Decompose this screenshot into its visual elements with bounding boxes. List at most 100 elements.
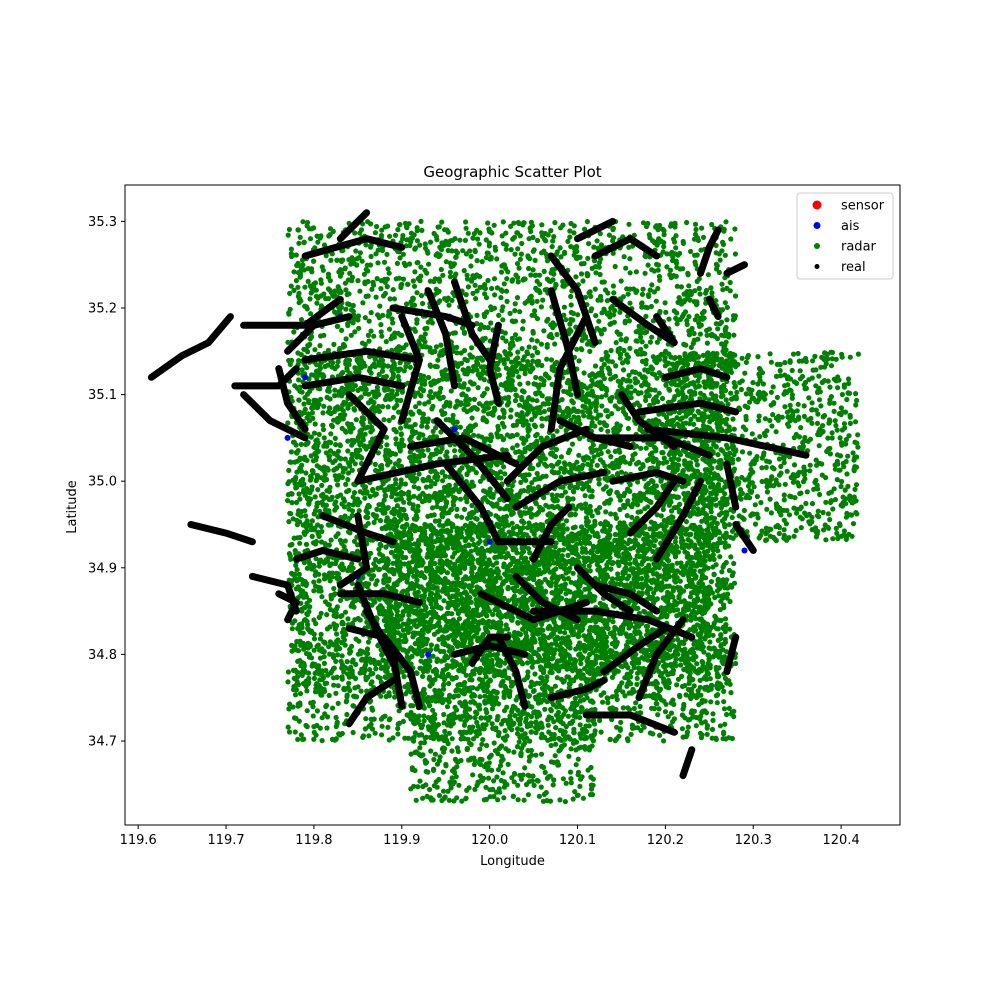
radar-point bbox=[456, 616, 463, 622]
radar-point bbox=[377, 303, 383, 309]
radar-point bbox=[341, 544, 347, 550]
radar-point bbox=[552, 683, 559, 689]
radar-point bbox=[287, 361, 293, 367]
radar-point bbox=[369, 679, 375, 685]
radar-point bbox=[331, 341, 337, 347]
radar-point bbox=[433, 425, 439, 431]
radar-point bbox=[526, 236, 532, 242]
radar-point bbox=[567, 234, 573, 240]
radar-point bbox=[474, 516, 480, 522]
radar-point bbox=[627, 707, 633, 713]
radar-point bbox=[723, 324, 729, 331]
radar-point bbox=[331, 682, 337, 688]
radar-point bbox=[732, 226, 738, 232]
radar-point bbox=[670, 697, 676, 703]
radar-point bbox=[651, 268, 657, 274]
radar-point bbox=[366, 723, 372, 729]
radar-point bbox=[679, 726, 686, 732]
radar-point bbox=[643, 445, 649, 451]
radar-point bbox=[521, 389, 527, 395]
radar-point bbox=[586, 563, 592, 569]
radar-point bbox=[622, 318, 628, 324]
radar-point bbox=[728, 554, 734, 560]
radar-point bbox=[386, 310, 392, 316]
radar-point bbox=[320, 422, 326, 428]
radar-point bbox=[443, 259, 449, 265]
radar-point bbox=[594, 238, 600, 244]
radar-point bbox=[424, 325, 430, 331]
radar-point bbox=[473, 296, 479, 302]
radar-point bbox=[640, 286, 646, 292]
radar-point bbox=[724, 680, 730, 686]
radar-point bbox=[674, 321, 680, 327]
radar-point bbox=[324, 702, 330, 709]
radar-point bbox=[325, 467, 331, 473]
radar-point bbox=[398, 425, 404, 431]
radar-point bbox=[285, 498, 291, 504]
radar-point bbox=[329, 251, 335, 257]
radar-point bbox=[439, 219, 445, 225]
radar-point bbox=[320, 267, 326, 273]
radar-point bbox=[617, 309, 623, 315]
radar-point bbox=[289, 620, 296, 626]
radar-point bbox=[624, 513, 630, 519]
radar-point bbox=[287, 510, 293, 516]
radar-point bbox=[419, 423, 425, 429]
radar-point bbox=[320, 372, 326, 378]
radar-point bbox=[728, 690, 734, 696]
radar-point bbox=[567, 484, 573, 490]
radar-point bbox=[285, 679, 291, 685]
radar-point bbox=[396, 275, 402, 281]
radar-point bbox=[719, 569, 725, 575]
radar-point bbox=[514, 336, 520, 342]
radar-point bbox=[293, 252, 299, 258]
radar-point bbox=[512, 251, 518, 257]
radar-point bbox=[618, 719, 624, 726]
radar-point bbox=[661, 244, 667, 250]
radar-point bbox=[625, 425, 632, 432]
radar-point bbox=[554, 331, 560, 338]
radar-point bbox=[307, 296, 313, 302]
radar-point bbox=[517, 381, 523, 387]
radar-point bbox=[311, 430, 318, 436]
radar-point bbox=[525, 433, 531, 439]
radar-point bbox=[710, 717, 716, 724]
radar-point bbox=[539, 230, 545, 236]
radar-point bbox=[444, 704, 451, 710]
radar-point bbox=[372, 230, 378, 236]
radar-point bbox=[482, 282, 488, 288]
radar-point bbox=[611, 235, 617, 241]
radar-point bbox=[295, 227, 301, 233]
radar-point bbox=[507, 310, 513, 316]
radar-point bbox=[316, 578, 322, 584]
radar-point bbox=[616, 733, 622, 739]
radar-point bbox=[410, 295, 416, 301]
radar-point bbox=[731, 332, 737, 338]
radar-point bbox=[664, 251, 670, 257]
radar-point bbox=[634, 675, 640, 682]
radar-point bbox=[698, 735, 705, 741]
radar-point bbox=[550, 238, 556, 244]
radar-point bbox=[294, 578, 300, 584]
radar-point bbox=[620, 367, 627, 373]
radar-point bbox=[416, 338, 422, 344]
radar-point bbox=[638, 327, 644, 334]
radar-point bbox=[319, 715, 325, 721]
radar-point bbox=[477, 326, 483, 332]
radar-point bbox=[374, 276, 380, 282]
radar-point bbox=[648, 303, 655, 310]
radar-point bbox=[530, 267, 536, 273]
radar-point bbox=[291, 287, 297, 293]
radar-point bbox=[680, 266, 686, 272]
radar-point bbox=[351, 538, 358, 545]
radar-point bbox=[371, 519, 377, 526]
radar-point bbox=[565, 238, 571, 244]
radar-point bbox=[706, 326, 713, 332]
radar-point bbox=[562, 249, 568, 255]
radar-point bbox=[552, 220, 558, 226]
radar-point bbox=[379, 333, 385, 339]
radar-point bbox=[390, 320, 396, 326]
radar-point bbox=[724, 304, 730, 310]
radar-point bbox=[520, 326, 526, 332]
radar-point bbox=[404, 301, 410, 307]
